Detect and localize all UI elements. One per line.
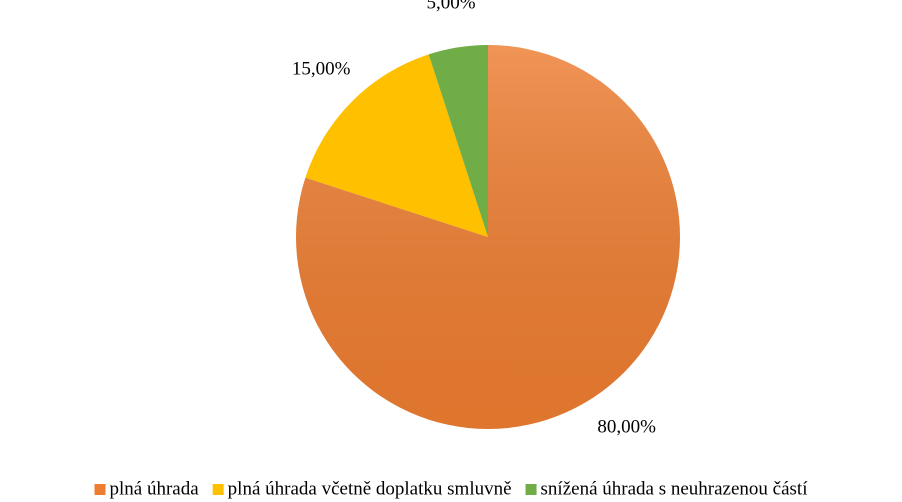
data-label: 5,00% [427,0,476,13]
legend-swatch [212,484,224,495]
legend-label: snížená úhrada s neuhrazenou částí [541,478,809,499]
legend-swatch [94,484,106,495]
pie-slice [428,45,488,237]
pie-slice [305,54,488,237]
legend-label: plná úhrada [110,478,200,499]
legend-label: plná úhrada včetně doplatku smluvně [228,478,512,499]
data-label: 80,00% [597,416,656,437]
data-label: 15,00% [292,58,351,79]
legend-swatch [525,484,537,495]
